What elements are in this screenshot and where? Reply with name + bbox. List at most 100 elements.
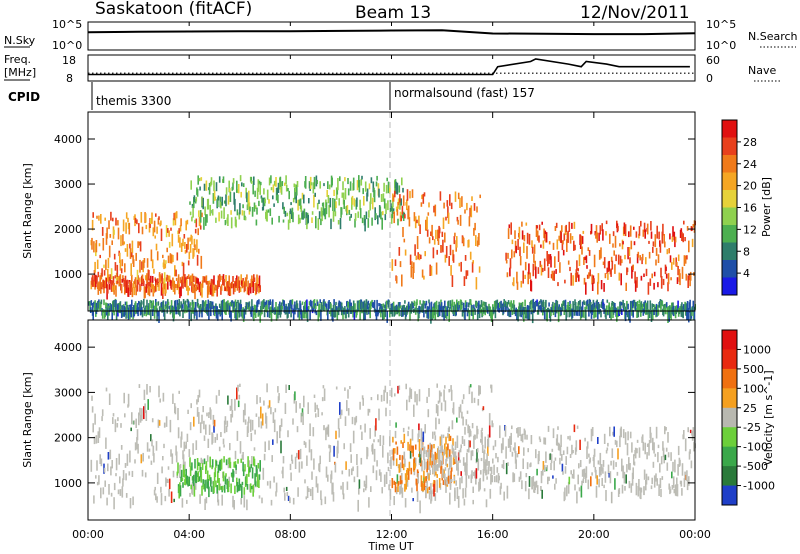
vel-data-cell [318,463,321,473]
power-data-cell [583,301,586,305]
power-data-cell [404,214,406,219]
power-data-cell [239,175,242,182]
power-data-cell [308,198,310,204]
power-data-cell [202,197,204,210]
power-data-cell [295,192,297,204]
power-data-cell [368,210,370,218]
vel-data-cell [417,433,419,443]
vel-data-cell [440,445,442,454]
vel-data-cell [256,474,259,488]
power-data-cell [444,254,447,263]
power-data-cell [641,253,644,261]
vel-data-cell [397,481,400,486]
vel-data-cell [193,416,195,427]
vel-data-cell [530,462,532,467]
vel-data-cell [314,402,316,413]
power-data-cell [158,283,160,291]
power-data-cell [420,254,422,259]
power-data-cell [681,266,684,279]
vel-data-cell [411,429,414,441]
vel-data-cell [205,461,208,471]
vel-data-cell [578,463,580,469]
power-data-cell [191,216,193,222]
power-data-cell [136,219,138,225]
vel-data-cell [416,491,419,502]
power-data-cell [264,301,266,308]
power-data-cell [665,266,667,271]
power-data-cell [568,307,571,318]
power-data-cell [476,301,478,307]
vel-data-cell [402,427,405,433]
power-data-cell [194,276,197,287]
vel-data-cell [188,476,191,486]
power-data-cell [602,261,605,265]
power-data-cell [444,300,446,309]
vel-data-cell [361,431,363,440]
vel-data-cell [436,383,438,388]
power-data-cell [688,240,690,253]
power-data-cell [509,310,512,318]
power-data-cell [310,301,313,308]
vel-data-cell [177,462,179,474]
vel-data-cell [667,432,669,443]
vel-data-cell [216,485,218,494]
vel-data-cell [584,437,586,442]
vel-data-cell [273,419,276,433]
power-data-cell [456,236,458,248]
power-data-cell [143,280,145,286]
vel-data-cell [468,440,470,453]
vel-data-cell [654,453,657,457]
power-data-cell [442,217,445,229]
power-data-cell [485,302,487,307]
power-data-cell [585,309,587,321]
vel-data-cell [535,480,538,488]
vel-data-cell [250,432,253,442]
power-data-cell [448,309,450,322]
vel-data-cell [476,448,479,453]
power-data-cell [206,281,208,285]
vel-data-cell [477,458,480,471]
vel-data-cell [307,402,309,414]
vel-data-cell [624,486,626,491]
vel-data-cell [282,456,285,464]
power-data-cell [298,307,301,321]
power-data-cell [379,206,382,214]
vel-data-cell [300,412,303,423]
vel-data-cell [664,426,666,435]
vel-data-cell [568,476,571,485]
noise-panel-frame [87,21,696,51]
vel-data-cell [463,498,466,506]
vel-data-cell [627,431,629,441]
power-data-cell [263,309,266,318]
vel-data-cell [113,482,116,491]
vel-data-cell [500,482,502,489]
power-data-cell [660,301,662,313]
power-data-cell [302,310,304,319]
power-data-cell [663,234,665,244]
vel-data-cell [448,426,450,432]
vel-data-cell [449,456,451,470]
vel-data-cell [254,429,256,435]
power-data-cell [156,226,158,234]
velocity-colorbar-label: Velocity [m s^-1] [762,370,775,465]
power-data-cell [158,272,161,277]
vel-data-cell [419,500,421,514]
power-data-cell [197,278,199,290]
vel-data-cell [429,453,431,466]
power-data-cell [545,232,548,243]
power-data-cell [180,242,183,252]
vel-data-cell [392,448,395,461]
vel-data-cell [283,487,285,493]
vel-data-cell [248,460,251,472]
power-data-cell [509,267,511,277]
vel-data-cell [448,433,450,442]
power-data-cell [668,248,670,254]
vel-data-cell [320,490,322,500]
vel-data-cell [116,423,119,428]
power-data-cell [461,309,464,317]
vel-data-cell [367,408,370,416]
power-data-cell [344,177,346,182]
vel-data-cell [442,434,445,439]
vel-data-cell [324,496,327,505]
vel-data-cell [261,413,264,426]
